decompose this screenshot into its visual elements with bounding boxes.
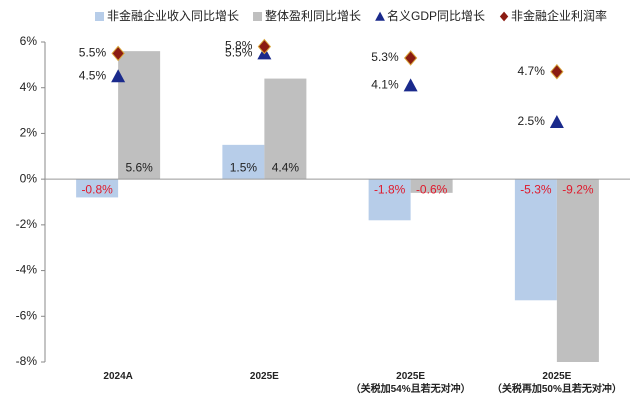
y-tick-label: -8%	[16, 354, 38, 368]
y-tick-label: 0%	[20, 171, 38, 185]
marker	[403, 50, 418, 66]
value-label: 4.7%	[518, 64, 546, 78]
value-label: -0.8%	[81, 182, 113, 196]
y-tick-label: 6%	[20, 34, 38, 48]
marker	[549, 115, 564, 128]
bar	[264, 78, 307, 180]
x-tick-label: 2025E	[250, 371, 279, 382]
y-tick-label: 4%	[20, 80, 38, 94]
marker	[257, 38, 272, 55]
value-label: 5.3%	[371, 50, 399, 64]
value-label: -1.8%	[374, 182, 406, 196]
legend-label: 整体盈利同比增长	[265, 8, 361, 23]
bar	[556, 179, 599, 362]
legend-swatch	[253, 12, 263, 21]
x-tick-line: 2024A	[103, 371, 132, 382]
value-label: 1.5%	[230, 160, 258, 174]
marker	[550, 63, 564, 80]
value-label: 5.8%	[225, 39, 253, 53]
value-label: 4.4%	[272, 160, 300, 174]
value-label: -9.2%	[562, 182, 594, 196]
legend-label: 名义GDP同比增长	[387, 8, 485, 23]
x-tick-label: 2025E （关税加54%且若无对冲）	[351, 371, 471, 395]
bar	[118, 51, 161, 180]
y-tick-label: 2%	[20, 126, 38, 140]
bar	[76, 179, 119, 198]
x-tick-label: 2024A	[103, 371, 132, 382]
bar	[222, 144, 265, 180]
legend-swatch	[375, 11, 385, 21]
legend-label: 非金融企业利润率	[511, 8, 607, 23]
y-tick-label: -2%	[16, 217, 38, 231]
x-tick-label: 2025E （关税再加50%且若无对冲）	[492, 371, 622, 395]
value-label: 5.6%	[125, 160, 153, 174]
marker	[111, 45, 125, 62]
value-label: 5.5%	[79, 46, 107, 60]
x-tick-line: 2025E	[542, 371, 571, 382]
x-tick-line: （关税加54%且若无对冲）	[351, 382, 471, 395]
value-label: -5.3%	[520, 182, 552, 196]
legend-swatch	[95, 12, 104, 21]
value-label: 2.5%	[518, 114, 546, 128]
legend-label: 非金融企业收入同比增长	[107, 8, 239, 23]
value-label: 5.5%	[225, 46, 253, 60]
bar	[514, 179, 557, 301]
marker	[403, 78, 418, 92]
x-tick-line: （关税再加50%且若无对冲）	[492, 382, 622, 395]
value-label: 4.1%	[371, 78, 399, 92]
y-tick-label: -6%	[16, 308, 38, 322]
value-label: 4.5%	[79, 68, 107, 82]
legend-swatch	[499, 11, 509, 22]
y-tick-label: -4%	[16, 263, 38, 277]
value-label: -0.6%	[416, 182, 448, 196]
bar	[368, 179, 411, 221]
marker	[111, 69, 126, 83]
x-tick-line: 2025E	[250, 371, 279, 382]
plot-area	[76, 51, 599, 362]
x-tick-line: 2025E	[396, 371, 425, 382]
bar	[410, 179, 453, 193]
